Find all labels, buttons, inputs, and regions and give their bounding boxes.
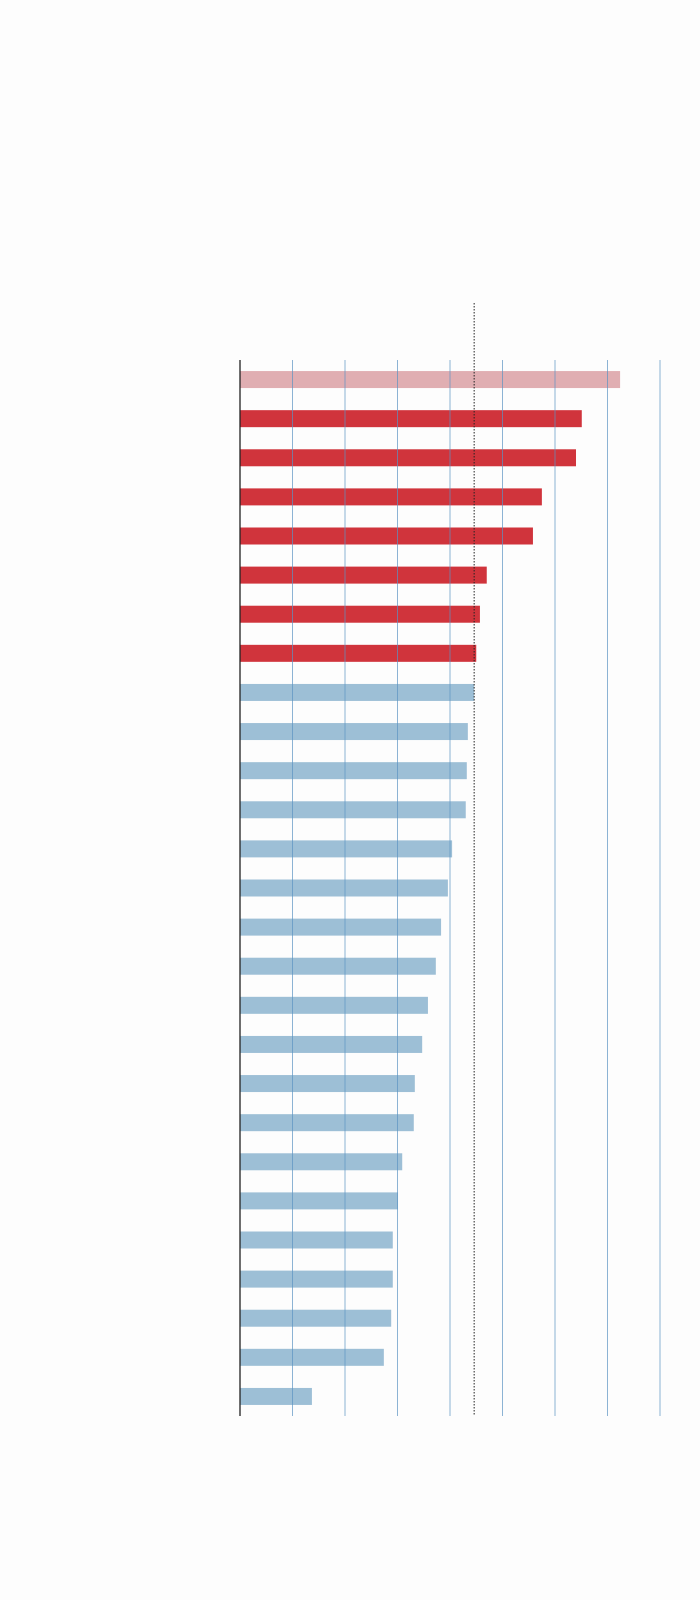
bar: [240, 527, 533, 545]
bar: [240, 1075, 415, 1093]
bar: [240, 644, 477, 662]
bar: [240, 1231, 393, 1249]
bar: [240, 605, 480, 623]
bar: [240, 879, 448, 897]
bar: [240, 1153, 403, 1171]
bar: [240, 1114, 414, 1132]
bar: [240, 488, 542, 506]
bar: [240, 1192, 399, 1210]
bar: [240, 1387, 312, 1405]
bar: [240, 840, 453, 858]
bar: [240, 449, 576, 467]
bar: [240, 918, 442, 936]
bar: [240, 1035, 423, 1053]
bar: [240, 1309, 392, 1327]
bar: [240, 371, 621, 389]
bar: [240, 566, 487, 584]
bar: [240, 762, 467, 780]
bar: [240, 1270, 393, 1288]
bar: [240, 410, 582, 428]
bar: [240, 1348, 384, 1366]
bar: [240, 683, 475, 701]
bar: [240, 957, 436, 975]
bar: [240, 723, 468, 741]
bar: [240, 996, 428, 1014]
bar: [240, 801, 466, 819]
